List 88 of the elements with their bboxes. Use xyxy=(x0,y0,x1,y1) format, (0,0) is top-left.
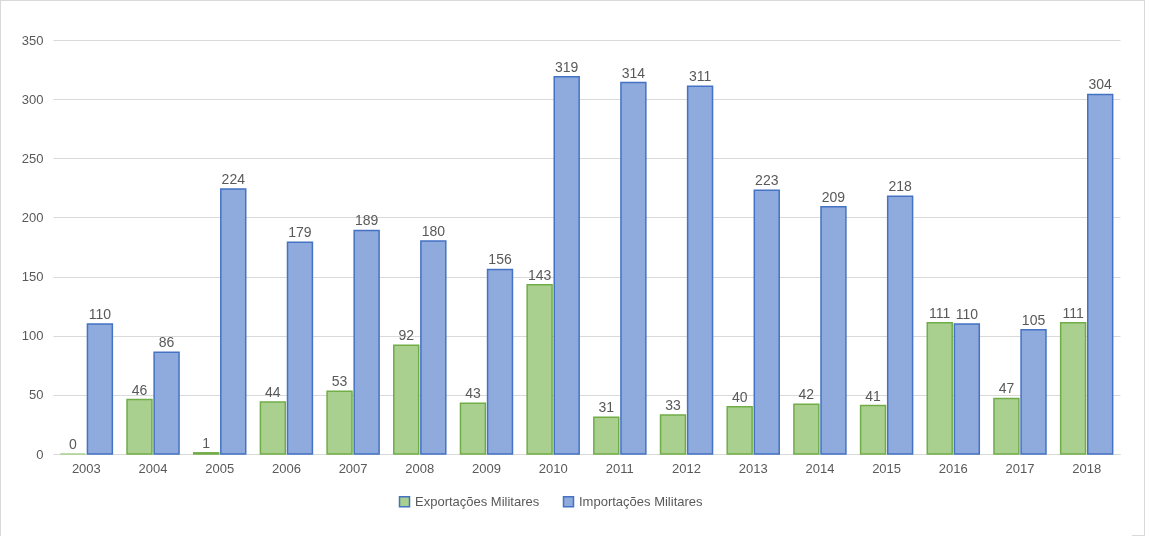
x-tick-label: 2013 xyxy=(738,460,768,476)
data-label: 44 xyxy=(265,383,281,400)
data-label: 179 xyxy=(288,224,312,241)
y-tick-label: 0 xyxy=(36,446,44,462)
data-label: 319 xyxy=(555,58,579,75)
x-tick-label: 2006 xyxy=(271,460,301,476)
bar xyxy=(1086,93,1114,455)
y-tick-label: 250 xyxy=(21,150,44,166)
x-tick-label: 2010 xyxy=(538,460,568,476)
data-label: 47 xyxy=(998,380,1015,397)
data-label: 224 xyxy=(221,171,246,188)
x-tick-label: 2011 xyxy=(605,460,634,476)
y-tick-label: 100 xyxy=(21,328,44,344)
data-label: 86 xyxy=(158,334,175,351)
bar xyxy=(326,390,353,455)
y-tick-label: 350 xyxy=(21,32,44,48)
data-label: 223 xyxy=(755,172,779,189)
bar xyxy=(886,195,914,455)
x-tick-label: 2017 xyxy=(1005,460,1035,476)
bar xyxy=(526,284,553,455)
bar xyxy=(126,398,153,455)
data-label: 33 xyxy=(665,396,681,413)
bar xyxy=(553,75,580,455)
data-label: 105 xyxy=(1021,311,1046,328)
y-tick-label: 300 xyxy=(21,91,44,107)
data-label: 110 xyxy=(955,305,979,322)
x-tick-label: 2016 xyxy=(938,460,968,476)
data-label: 311 xyxy=(688,68,712,85)
bar xyxy=(393,344,420,455)
bar xyxy=(459,402,487,455)
data-label: 180 xyxy=(421,223,446,240)
x-tick-label: 2014 xyxy=(805,460,835,476)
data-label: 42 xyxy=(798,386,815,403)
x-tick-label: 2003 xyxy=(71,460,101,476)
data-label: 110 xyxy=(88,305,112,322)
data-label: 143 xyxy=(527,266,552,283)
data-label: 209 xyxy=(821,188,846,205)
data-label: 46 xyxy=(131,381,148,398)
bar xyxy=(220,188,247,455)
data-label: 111 xyxy=(1062,304,1084,321)
bar xyxy=(926,321,953,455)
x-tick-label: 2008 xyxy=(405,460,435,476)
bar xyxy=(353,229,380,455)
data-label: 156 xyxy=(488,251,512,268)
data-label: 92 xyxy=(398,327,415,344)
bar xyxy=(620,81,647,455)
data-label: 53 xyxy=(331,373,348,390)
data-label: 43 xyxy=(465,385,481,402)
bar xyxy=(286,241,314,455)
bar xyxy=(793,403,820,455)
data-label: 31 xyxy=(598,399,615,416)
bar xyxy=(993,397,1020,455)
x-tick-label: 2018 xyxy=(1072,460,1102,476)
bar xyxy=(1059,321,1087,455)
data-label: 41 xyxy=(865,387,882,404)
legend-label: Exportações Militares xyxy=(415,493,540,509)
data-label: 0 xyxy=(68,436,77,452)
y-tick-label: 200 xyxy=(21,209,44,225)
y-tick-label: 50 xyxy=(29,387,44,403)
data-label: 314 xyxy=(621,64,646,81)
x-tick-label: 2009 xyxy=(472,460,501,476)
data-label: 189 xyxy=(354,212,379,229)
bar xyxy=(659,414,687,455)
x-tick-label: 2005 xyxy=(205,460,235,476)
bar xyxy=(726,405,753,455)
bar xyxy=(820,206,847,455)
bar xyxy=(753,189,780,455)
bar xyxy=(859,404,887,455)
legend-label: Importações Militares xyxy=(579,493,704,509)
data-label: 218 xyxy=(888,178,913,195)
bar xyxy=(953,323,981,455)
bar xyxy=(593,416,620,455)
bar xyxy=(153,351,180,455)
x-tick-label: 2004 xyxy=(138,460,168,476)
data-label: 40 xyxy=(731,388,748,405)
bar xyxy=(1020,329,1047,455)
x-tick-label: 2007 xyxy=(338,460,368,476)
data-label: 111 xyxy=(929,304,951,321)
bar xyxy=(486,268,514,455)
bar xyxy=(259,401,287,455)
bar xyxy=(86,323,114,455)
bar xyxy=(420,240,447,455)
y-tick-label: 150 xyxy=(21,269,44,285)
data-label: 1 xyxy=(202,434,211,451)
bar xyxy=(686,85,714,455)
data-label: 304 xyxy=(1088,76,1113,93)
x-tick-label: 2012 xyxy=(672,460,701,476)
x-tick-label: 2015 xyxy=(872,460,902,476)
